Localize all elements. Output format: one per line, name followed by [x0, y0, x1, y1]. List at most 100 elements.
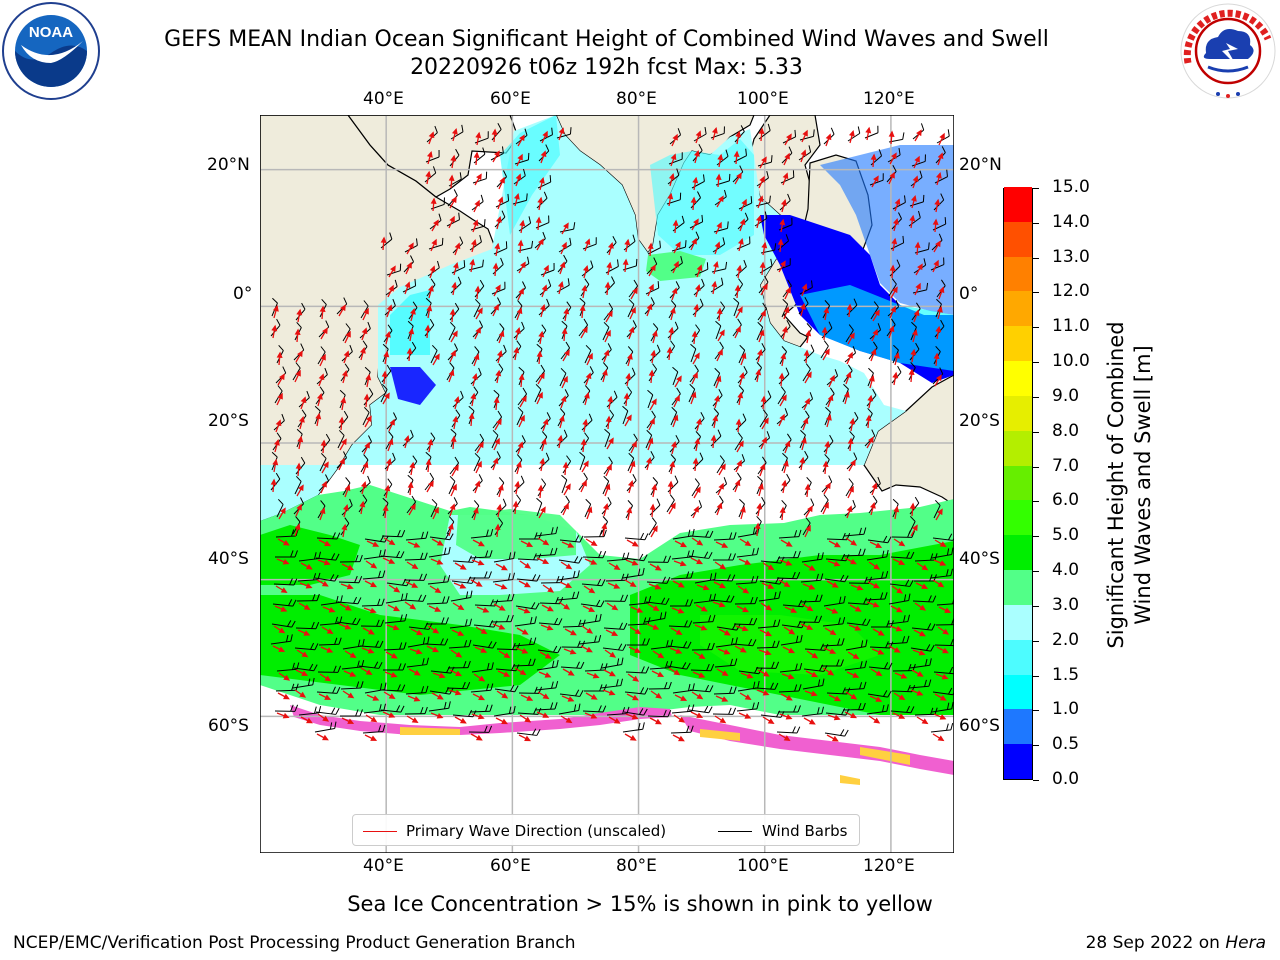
- wave-direction-arrow: [275, 419, 282, 433]
- wave-direction-arrow: [934, 198, 941, 213]
- wave-direction-arrow: [341, 717, 355, 724]
- wave-direction-arrow: [451, 629, 465, 636]
- wave-direction-arrow: [740, 352, 747, 366]
- wave-direction-arrow: [715, 173, 722, 188]
- wave-direction-arrow: [473, 151, 480, 166]
- wind-barb: [469, 550, 493, 559]
- colorbar-tick: [1033, 675, 1039, 677]
- wave-direction-arrow: [626, 506, 633, 521]
- wave-direction-arrow: [779, 506, 786, 521]
- colorbar-tick: [1033, 327, 1039, 329]
- wave-direction-arrow: [779, 218, 786, 233]
- wave-direction-arrow: [470, 733, 483, 741]
- wave-direction-arrow: [783, 306, 790, 320]
- wave-direction-arrow: [540, 150, 547, 164]
- wave-direction-arrow: [737, 237, 744, 252]
- left-lat-label-60s: 60°S: [208, 716, 249, 736]
- wave-direction-arrow: [713, 581, 727, 589]
- wave-direction-arrow: [275, 585, 288, 593]
- wind-barb: [600, 678, 624, 689]
- wave-direction-arrow: [647, 437, 654, 451]
- wind-barb: [424, 638, 449, 646]
- wind-barb: [320, 595, 343, 606]
- wave-direction-arrow: [338, 416, 345, 431]
- wave-direction-arrow: [651, 329, 658, 344]
- wave-direction-arrow: [339, 438, 347, 451]
- wave-direction-arrow: [908, 368, 915, 383]
- map-legend: Primary Wave Direction (unscaled) Wind B…: [352, 814, 860, 846]
- wave-direction-arrow: [827, 714, 841, 721]
- wave-direction-arrow: [755, 214, 762, 229]
- wave-direction-arrow: [539, 651, 552, 659]
- wave-direction-arrow: [427, 438, 434, 453]
- wave-direction-arrow: [738, 558, 752, 565]
- wave-direction-arrow: [780, 198, 787, 213]
- wind-barb: [319, 452, 327, 472]
- wave-direction-arrow: [650, 690, 663, 699]
- wave-direction-arrow: [649, 503, 656, 518]
- left-lat-label-20n: 20°N: [207, 155, 250, 175]
- wave-direction-arrow: [385, 457, 392, 472]
- wind-barb: [450, 124, 464, 140]
- wave-direction-arrow: [426, 304, 433, 319]
- colorbar-segment: [1004, 256, 1032, 292]
- wave-direction-arrow: [715, 695, 729, 702]
- wave-direction-arrow: [801, 129, 808, 143]
- wind-barb: [647, 389, 654, 409]
- wave-direction-arrow: [338, 623, 352, 630]
- wind-barb: [645, 597, 670, 605]
- wave-direction-arrow: [538, 330, 545, 345]
- wave-direction-arrow: [693, 486, 701, 499]
- wave-direction-arrow: [625, 713, 639, 720]
- wave-direction-arrow: [341, 523, 348, 538]
- wave-direction-arrow: [914, 282, 921, 296]
- wave-direction-arrow: [804, 483, 811, 498]
- wind-barb: [756, 640, 780, 649]
- wave-direction-arrow: [586, 672, 600, 679]
- wave-direction-arrow: [822, 460, 829, 475]
- wave-direction-arrow: [691, 537, 704, 546]
- wave-direction-arrow: [557, 280, 564, 295]
- wave-direction-arrow: [784, 606, 798, 613]
- wave-direction-arrow: [888, 171, 895, 185]
- wave-direction-arrow: [784, 440, 791, 454]
- wave-direction-arrow: [473, 353, 480, 367]
- colorbar-tick: [1033, 431, 1039, 433]
- wave-direction-arrow: [783, 626, 796, 635]
- wave-direction-arrow: [778, 733, 791, 741]
- wave-direction-arrow: [559, 261, 566, 275]
- wave-direction-arrow: [716, 348, 723, 362]
- wind-barb: [405, 685, 429, 695]
- colorbar-tick-label: 9.0: [1052, 385, 1080, 406]
- wind-barb: [843, 527, 867, 537]
- wave-direction-arrow: [630, 287, 638, 300]
- wave-direction-arrow: [692, 176, 699, 191]
- wave-direction-arrow: [915, 582, 929, 589]
- wave-direction-arrow: [934, 374, 942, 387]
- wind-barb: [429, 532, 454, 541]
- wind-barb: [754, 211, 768, 227]
- wave-direction-arrow: [823, 647, 837, 654]
- wave-direction-arrow: [603, 349, 610, 363]
- wind-barbs-legend-label: Wind Barbs: [762, 822, 848, 840]
- wave-direction-arrow: [317, 713, 330, 722]
- wind-barb: [538, 617, 563, 626]
- date-text: 28 Sep 2022 on Hera: [1086, 933, 1266, 953]
- wave-direction-arrow: [673, 714, 686, 723]
- wave-direction-arrow: [536, 238, 544, 251]
- wave-direction-arrow: [558, 127, 565, 141]
- wind-barb: [646, 576, 671, 584]
- wave-direction-arrow: [363, 607, 377, 614]
- colorbar-tick-label: 1.5: [1052, 664, 1080, 685]
- wave-direction-arrow: [669, 647, 683, 654]
- wave-direction-arrow: [888, 645, 901, 653]
- wave-direction-arrow: [737, 585, 750, 594]
- wave-direction-arrow: [736, 605, 750, 613]
- wind-barb: [822, 617, 846, 627]
- wave-direction-arrow: [359, 346, 366, 361]
- wave-direction-arrow: [386, 624, 400, 631]
- wave-direction-arrow: [710, 434, 717, 449]
- wave-direction-arrow: [604, 281, 611, 296]
- wave-direction-arrow: [909, 502, 916, 517]
- wave-direction-arrow: [410, 628, 424, 636]
